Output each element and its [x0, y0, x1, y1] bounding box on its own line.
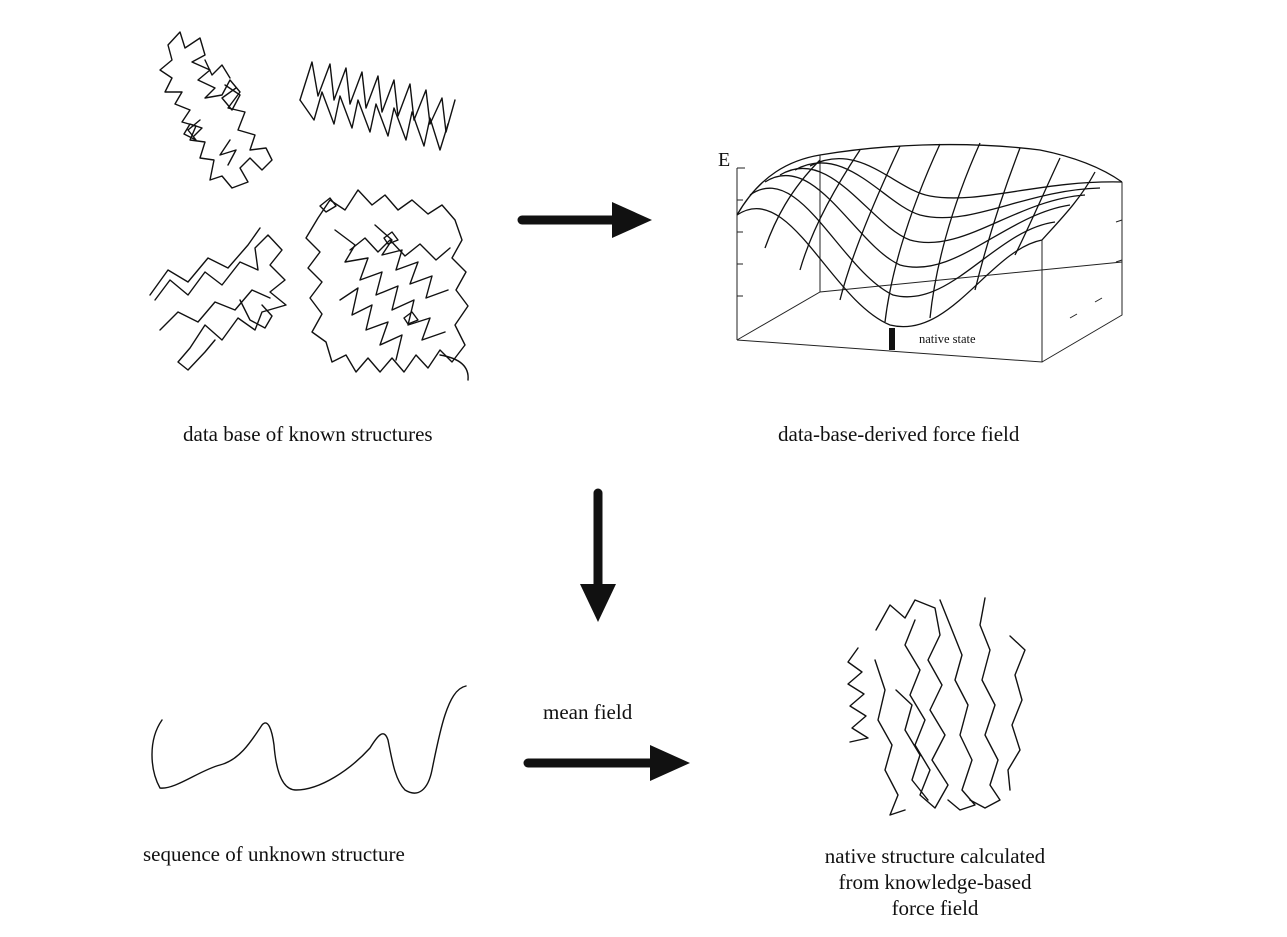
protein-sheet-bottom-left [149, 227, 287, 371]
protein-helix-top-right [299, 61, 456, 151]
database-caption: data base of known structures [183, 422, 433, 446]
native-caption-line-2: from knowledge-based [838, 870, 1032, 894]
protein-globular-bottom-center [305, 189, 469, 381]
protein-structure-top-left [159, 31, 273, 189]
sequence-caption: sequence of unknown structure [143, 842, 405, 866]
native-caption-line-3: force field [891, 896, 979, 920]
native-caption-line-1: native structure calculated [824, 844, 1046, 868]
unfolded-sequence-chain [151, 685, 467, 794]
native-structure-caption: native structure calculated from knowled… [790, 843, 1080, 921]
native-structure-chain [847, 597, 1026, 816]
force-field-caption: data-base-derived force field [778, 422, 1020, 446]
arrow-mean-field [523, 745, 690, 781]
arrow-to-force-field [517, 202, 652, 238]
native-state-label: native state [919, 332, 976, 346]
energy-axis-label: E [718, 149, 730, 171]
energy-surface [736, 142, 1123, 363]
mean-field-label: mean field [543, 700, 633, 724]
arrow-down [580, 488, 616, 622]
